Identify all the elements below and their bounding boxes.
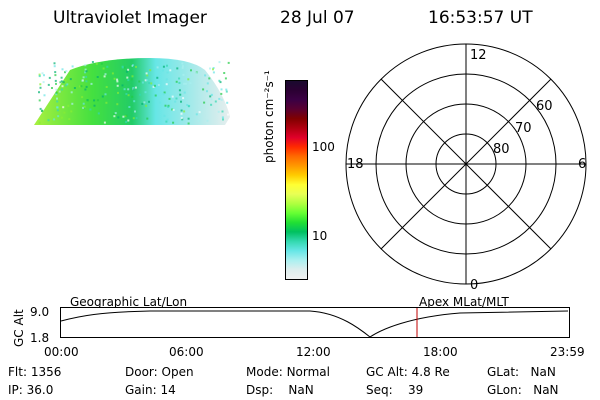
timeline-x-tick-0: 00:00 <box>44 345 79 359</box>
polar-plot: 12 0 18 6 60 70 80 <box>345 43 587 293</box>
polar-lat-80: 80 <box>493 142 510 157</box>
timeline-left-label: Geographic Lat/Lon <box>70 295 188 309</box>
status-mode: Mode: Normal <box>246 365 330 379</box>
status-seq: Seq: 39 <box>366 383 424 397</box>
observation-time: 16:53:57 UT <box>428 8 533 28</box>
status-door: Door: Open <box>125 365 194 379</box>
colorbar-title: photon cm⁻²s⁻¹ <box>262 70 276 163</box>
polar-label-18: 18 <box>347 157 364 172</box>
status-gain: Gain: 14 <box>125 383 176 397</box>
colorbar-tick-10: 10 <box>312 229 328 243</box>
status-glat: GLat: NaN <box>487 365 556 379</box>
colorbar-tick-100: 100 <box>312 140 335 154</box>
status-dsp: Dsp: NaN <box>246 383 314 397</box>
timeline-plot <box>60 307 570 338</box>
timeline-right-label: Apex MLat/MLT <box>419 295 509 309</box>
timeline-x-tick-2: 12:00 <box>296 345 331 359</box>
polar-label-12: 12 <box>470 48 487 63</box>
colorbar <box>285 80 308 280</box>
timeline-y-tick-top: 9.0 <box>30 305 50 319</box>
altitude-trace <box>60 310 569 338</box>
status-gc-alt: GC Alt: 4.8 Re <box>366 365 450 379</box>
polar-lat-60: 60 <box>536 99 553 114</box>
polar-lat-70: 70 <box>515 121 532 136</box>
instrument-title: Ultraviolet Imager <box>53 8 207 28</box>
status-flt: Flt: 1356 <box>8 365 62 379</box>
uv-image-speckle <box>38 61 230 125</box>
timeline-x-tick-3: 18:00 <box>423 345 458 359</box>
timeline-y-tick-bottom: 1.8 <box>30 331 50 345</box>
timeline-x-tick-4: 23:59 <box>550 345 585 359</box>
polar-label-6: 6 <box>578 157 586 172</box>
observation-date: 28 Jul 07 <box>280 8 355 28</box>
timeline-x-tick-1: 06:00 <box>169 345 204 359</box>
polar-label-0: 0 <box>470 278 478 293</box>
polar-diag-2 <box>380 78 552 250</box>
status-ip: IP: 36.0 <box>8 383 54 397</box>
status-glon: GLon: NaN <box>487 383 559 397</box>
timeline-y-title: GC Alt <box>12 309 26 347</box>
uv-image <box>34 58 230 125</box>
